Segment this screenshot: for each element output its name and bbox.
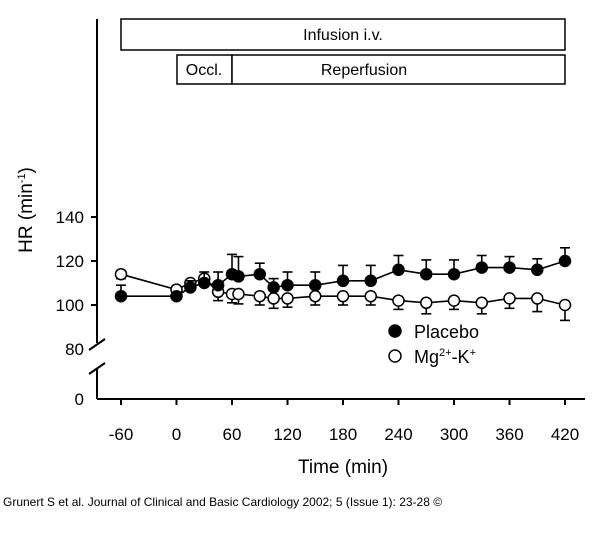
- mgk-point-16: [475, 296, 488, 310]
- infusion-label: Infusion i.v.: [303, 27, 383, 44]
- mgk-point-12: [364, 289, 377, 303]
- placebo-point-8: [267, 281, 280, 294]
- mgk-point-18: [531, 292, 544, 305]
- placebo-point-13: [392, 263, 405, 277]
- mgk-point-19: [558, 298, 572, 312]
- citation-caption: Grunert S et al. Journal of Clinical and…: [3, 495, 443, 509]
- reperfusion-box: [231, 54, 566, 85]
- legend-mgk-label: Mg2+-K+: [414, 347, 476, 367]
- placebo-point-3: [198, 276, 211, 290]
- x-tick-label-60: 60: [223, 425, 242, 444]
- x-tick-label-360: 360: [495, 425, 523, 444]
- mgk-point-11: [336, 289, 350, 303]
- mgk-point-6: [232, 287, 245, 301]
- mgk-point-15: [447, 294, 461, 307]
- mgk-point-8: [267, 292, 280, 305]
- occlusion-label: Occl.: [186, 62, 222, 79]
- placebo-point-19: [558, 254, 572, 268]
- legend-placebo-marker: [388, 324, 402, 338]
- mgk-point-10: [309, 289, 322, 303]
- mgk-point-14: [420, 296, 433, 310]
- placebo-point-4: [211, 278, 225, 292]
- axis-break-mark-1: [88, 338, 106, 351]
- placebo-point-2: [184, 281, 197, 294]
- placebo-point-17: [503, 261, 516, 274]
- y-axis-title: HR (min-1): [16, 167, 37, 253]
- mgk-point-17: [503, 292, 516, 305]
- mgk-point-9: [281, 292, 294, 305]
- reperfusion-label: Reperfusion: [321, 62, 407, 79]
- y-tick-label-80: 80: [65, 340, 84, 359]
- mgk-point-0: [114, 267, 128, 281]
- mgk-point-7: [253, 289, 266, 303]
- x-tick-label-120: 120: [273, 425, 301, 444]
- placebo-point-14: [420, 267, 433, 281]
- y-tick-label-0: 0: [75, 390, 84, 409]
- x-tick-label-180: 180: [329, 425, 357, 444]
- y-tick-label-100: 100: [56, 296, 84, 315]
- legend-placebo-label: Placebo: [414, 322, 479, 342]
- placebo-point-0: [114, 289, 128, 303]
- x-tick-label-0: 0: [172, 425, 181, 444]
- placebo-point-7: [253, 267, 266, 281]
- placebo-point-18: [531, 263, 544, 277]
- mgk-point-13: [392, 294, 405, 307]
- placebo-point-6: [232, 270, 245, 283]
- axis-break-mark-2: [88, 362, 106, 375]
- x-axis-title: Time (min): [298, 457, 388, 478]
- x-tick-label-300: 300: [440, 425, 468, 444]
- x-tick-label--60: -60: [109, 425, 134, 444]
- placebo-point-1: [170, 289, 183, 303]
- placebo-point-10: [309, 278, 322, 292]
- x-tick-label-420: 420: [551, 425, 579, 444]
- placebo-point-11: [336, 274, 350, 288]
- infusion-box: [120, 18, 566, 51]
- placebo-point-9: [281, 278, 294, 292]
- x-tick-label-240: 240: [384, 425, 412, 444]
- placebo-point-16: [475, 261, 488, 274]
- placebo-point-15: [447, 267, 461, 281]
- legend-mgk-marker: [388, 349, 402, 363]
- y-tick-label-120: 120: [56, 252, 84, 271]
- y-tick-label-140: 140: [56, 208, 84, 227]
- hr-chart: -60 0 60 120 180 240 300 360 420 100 120 140 0 80 Inf…: [16, 18, 585, 478]
- placebo-point-12: [364, 274, 377, 288]
